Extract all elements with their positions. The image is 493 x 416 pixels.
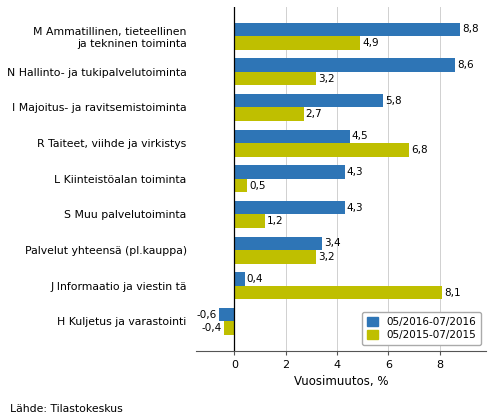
Text: 0,5: 0,5: [249, 181, 266, 191]
Bar: [234, 22, 460, 36]
Bar: [234, 129, 350, 143]
Text: 6,8: 6,8: [411, 145, 427, 155]
Text: -0,6: -0,6: [197, 310, 217, 320]
Text: 4,3: 4,3: [347, 203, 363, 213]
Bar: [234, 286, 442, 300]
Bar: [234, 143, 409, 157]
Bar: [224, 322, 234, 335]
Text: 4,5: 4,5: [352, 131, 369, 141]
Bar: [234, 201, 345, 215]
Text: 3,2: 3,2: [318, 74, 335, 84]
Bar: [234, 272, 245, 286]
Text: 0,4: 0,4: [246, 274, 263, 284]
Bar: [234, 72, 317, 85]
Bar: [234, 179, 247, 192]
Text: 3,2: 3,2: [318, 252, 335, 262]
Bar: [234, 94, 383, 107]
Text: 4,3: 4,3: [347, 167, 363, 177]
Text: -0,4: -0,4: [202, 323, 222, 333]
Bar: [234, 250, 317, 264]
Bar: [234, 58, 455, 72]
Text: 3,4: 3,4: [324, 238, 340, 248]
Bar: [234, 36, 360, 50]
Bar: [234, 107, 304, 121]
Text: 4,9: 4,9: [362, 38, 379, 48]
Bar: [234, 237, 321, 250]
X-axis label: Vuosimuutos, %: Vuosimuutos, %: [294, 375, 388, 388]
Bar: [219, 308, 234, 322]
Text: 5,8: 5,8: [386, 96, 402, 106]
Text: 8,8: 8,8: [462, 25, 479, 35]
Bar: [234, 165, 345, 179]
Text: Lähde: Tilastokeskus: Lähde: Tilastokeskus: [10, 404, 123, 414]
Text: 8,1: 8,1: [444, 287, 461, 297]
Legend: 05/2016-07/2016, 05/2015-07/2015: 05/2016-07/2016, 05/2015-07/2015: [362, 312, 481, 345]
Text: 8,6: 8,6: [458, 60, 474, 70]
Bar: [234, 215, 265, 228]
Text: 1,2: 1,2: [267, 216, 284, 226]
Text: 2,7: 2,7: [306, 109, 322, 119]
